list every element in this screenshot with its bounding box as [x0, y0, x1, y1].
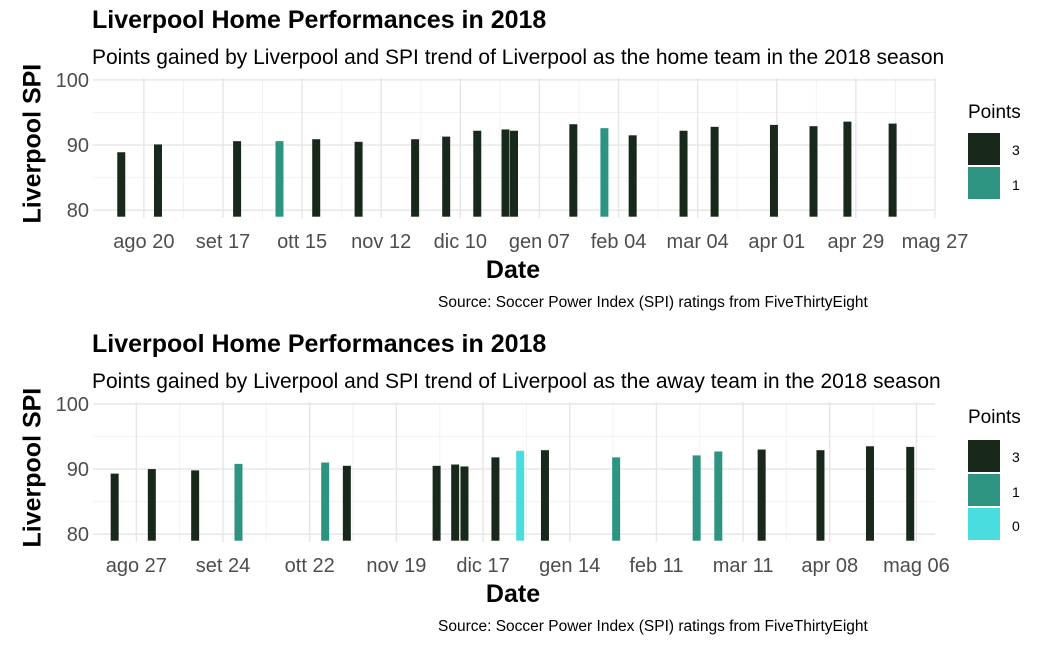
- bar-points-3: [710, 126, 719, 217]
- chart-plot: 80 90 100 ago 27 set 24 ott 22 nov 19 dic 17 gen…: [56, 394, 950, 608]
- bar-points-3: [769, 124, 778, 217]
- legend-key-1: [968, 474, 1000, 506]
- x-tick-label: mag 06: [883, 555, 950, 577]
- y-tick-label: 100: [56, 70, 89, 92]
- legend-label-3: 3: [1012, 142, 1020, 158]
- x-tick-label: mar 11: [713, 555, 774, 577]
- bar-points-3: [191, 470, 200, 541]
- bar-points-1: [692, 455, 701, 541]
- bar-points-1: [600, 128, 609, 217]
- y-tick-label: 90: [67, 459, 89, 481]
- bar-points-3: [865, 446, 874, 541]
- bar-points-3: [110, 473, 119, 541]
- bar-points-3: [432, 465, 441, 541]
- bar-points-3: [460, 466, 469, 541]
- bar-points-3: [342, 465, 351, 541]
- x-tick-label: mar 04: [667, 231, 729, 253]
- x-tick-label: nov 19: [366, 555, 426, 577]
- x-tick-label: dic 10: [434, 231, 487, 253]
- bar-points-3: [451, 464, 460, 541]
- legend-label-1: 1: [1012, 177, 1020, 193]
- bar-points-1: [234, 463, 243, 541]
- x-tick-label: ott 22: [285, 555, 335, 577]
- bar-points-3: [843, 121, 852, 217]
- legend-title: Points: [968, 407, 1021, 428]
- bar-points-3: [809, 126, 818, 217]
- x-axis-label: Date: [486, 256, 540, 284]
- x-tick-label: gen 14: [539, 555, 600, 577]
- bar-points-3: [679, 130, 688, 217]
- y-tick-label: 80: [67, 200, 89, 222]
- bar-points-1: [275, 141, 284, 217]
- bar-points-3: [354, 141, 363, 217]
- bar-points-3: [233, 141, 242, 217]
- bar-points-0: [516, 450, 525, 541]
- x-tick-label: feb 11: [629, 555, 683, 577]
- bar-points-3: [312, 139, 321, 217]
- bar-points-3: [473, 130, 482, 217]
- chart-title: Liverpool Home Performances in 2018: [92, 330, 547, 358]
- legend-key-1: [968, 167, 1000, 199]
- bar-points-3: [147, 469, 156, 541]
- bar-points-3: [117, 152, 126, 217]
- bar-points-3: [540, 450, 549, 541]
- x-tick-label: ago 20: [113, 231, 174, 253]
- bar-points-3: [442, 136, 451, 217]
- legend-label-1: 1: [1012, 484, 1020, 500]
- legend-key-0: [968, 508, 1000, 540]
- chart-panel-away: Liverpool Home Performances in 2018 Poin…: [0, 324, 1050, 648]
- x-tick-label: apr 29: [828, 231, 885, 253]
- bar-points-3: [491, 457, 500, 541]
- chart-subtitle: Points gained by Liverpool and SPI trend…: [92, 46, 945, 69]
- bar-points-3: [816, 450, 825, 541]
- bar-points-3: [569, 124, 578, 217]
- x-axis-label: Date: [486, 580, 540, 608]
- chart-panel-home: Liverpool Home Performances in 2018 Poin…: [19, 6, 1021, 311]
- legend-label-3: 3: [1012, 449, 1020, 465]
- legend-title: Points: [968, 102, 1021, 123]
- bar-points-3: [510, 130, 518, 217]
- bar-points-3: [757, 449, 766, 541]
- chart-caption: Source: Soccer Power Index (SPI) ratings…: [438, 618, 868, 635]
- bar-points-3: [888, 123, 897, 217]
- chart-plot: 80 90 100 ago 20 set 17 ott 15 nov 12 dic 10 gen…: [56, 70, 969, 284]
- bar-points-3: [501, 129, 510, 217]
- x-tick-label: set 24: [196, 555, 250, 577]
- x-tick-label: ott 15: [277, 231, 327, 253]
- bar-points-3: [153, 144, 162, 217]
- chart-title: Liverpool Home Performances in 2018: [92, 6, 547, 34]
- y-tick-label: 90: [67, 135, 89, 157]
- x-tick-label: mag 27: [902, 231, 969, 253]
- chart-subtitle: Points gained by Liverpool and SPI trend…: [92, 370, 941, 393]
- bar-points-1: [714, 451, 723, 541]
- chart-caption: Source: Soccer Power Index (SPI) ratings…: [438, 294, 868, 311]
- legend-key-3: [968, 440, 1000, 472]
- bar-points-3: [906, 446, 915, 541]
- x-tick-label: set 17: [196, 231, 250, 253]
- x-tick-label: dic 17: [456, 555, 509, 577]
- y-tick-label: 100: [56, 394, 89, 416]
- bar-points-3: [628, 135, 637, 217]
- x-tick-label: gen 07: [509, 231, 570, 253]
- x-tick-label: apr 01: [748, 231, 805, 253]
- x-tick-label: apr 08: [801, 555, 858, 577]
- bar-points-3: [411, 139, 420, 217]
- legend-key-3: [968, 133, 1000, 165]
- y-tick-label: 80: [67, 524, 89, 546]
- x-tick-label: feb 04: [591, 231, 647, 253]
- bar-points-1: [612, 457, 621, 541]
- legend-label-0: 0: [1012, 518, 1020, 534]
- x-tick-label: ago 27: [106, 555, 167, 577]
- x-tick-label: nov 12: [351, 231, 411, 253]
- bar-points-1: [321, 462, 330, 541]
